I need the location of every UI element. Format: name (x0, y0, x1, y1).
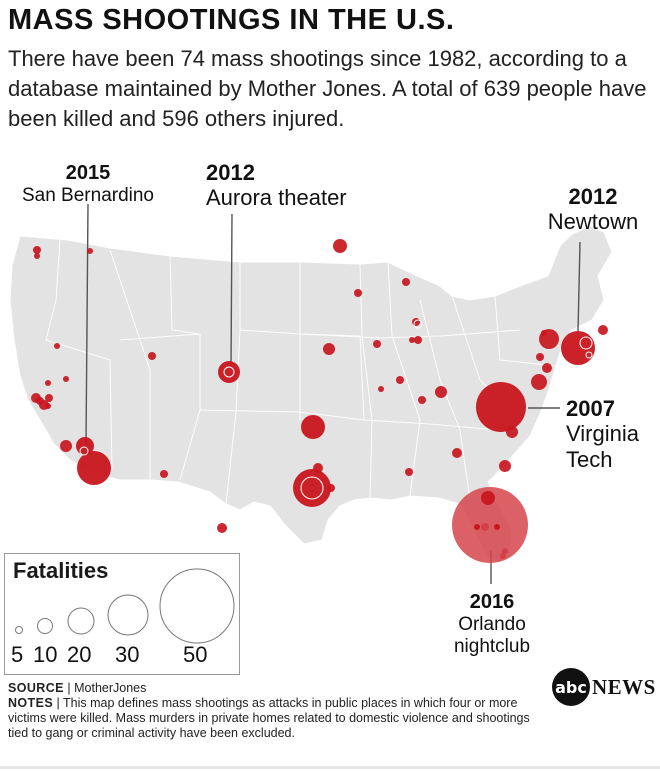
mass-shooting-marker-kansas (301, 415, 325, 439)
san-bernardino-marker (76, 437, 94, 455)
shooting-marker (402, 278, 410, 286)
shooting-marker (598, 325, 608, 335)
shooting-marker (148, 352, 156, 360)
shooting-markers (31, 239, 608, 559)
marker-ring (223, 366, 235, 378)
shooting-marker (396, 376, 404, 384)
callout-name: Aurora theater (206, 185, 347, 211)
shooting-marker (494, 524, 500, 530)
marker-ring (79, 446, 89, 456)
callout-virginia-tech: 2007 Virginia Tech (566, 396, 639, 472)
shooting-marker (160, 470, 168, 478)
aurora-marker (218, 361, 240, 383)
callout-name-line1: Virginia (566, 421, 639, 447)
shooting-marker (87, 248, 93, 254)
callout-san-bernardino: 2015 San Bernardino (14, 162, 162, 207)
callout-year: 2016 (469, 591, 515, 613)
shooting-marker (45, 394, 53, 402)
callout-lines (85, 203, 581, 584)
abc-news-logo: abc NEWS (552, 668, 656, 706)
legend-label-5: 5 (11, 642, 24, 667)
bottom-rule (0, 766, 660, 769)
state-borders (45, 239, 557, 505)
shooting-marker (412, 318, 420, 326)
marker-ring (413, 319, 423, 329)
legend-label-10: 10 (33, 642, 58, 667)
legend-label-50: 50 (183, 642, 208, 667)
shooting-marker (45, 380, 51, 386)
legend-circle-10 (37, 618, 53, 634)
legend-circle-5 (15, 626, 23, 634)
legend-circle-50 (159, 568, 235, 644)
page-title: MASS SHOOTINGS IN THE U.S. (8, 4, 455, 36)
callout-name: Newtown (547, 209, 639, 235)
shooting-marker (435, 386, 447, 398)
virginia-tech-marker (476, 382, 526, 432)
callout-year: 2015 (65, 162, 111, 184)
shooting-marker (34, 253, 40, 259)
mass-shooting-marker-texas (293, 469, 331, 507)
callout-name-line2: nightclub (453, 636, 531, 657)
legend-title: Fatalities (13, 558, 109, 583)
callout-name-line2: Tech (566, 446, 613, 472)
shooting-marker (405, 468, 413, 476)
highlighted-markers (76, 319, 595, 563)
shooting-marker (60, 440, 72, 452)
california-marker (77, 451, 111, 485)
source-text: MotherJones (74, 681, 147, 695)
shooting-marker (333, 239, 347, 253)
shooting-marker (474, 524, 480, 530)
notes-label: NOTES (8, 696, 54, 710)
shooting-marker (536, 353, 544, 361)
legend-label-20: 20 (67, 642, 92, 667)
shooting-marker (499, 460, 511, 472)
callout-year: 2012 (206, 160, 255, 185)
legend-label-30: 30 (115, 642, 140, 667)
shooting-marker (36, 397, 44, 405)
source-line: SOURCE | MotherJones (8, 681, 147, 695)
orlando-marker (452, 487, 528, 563)
notes-line: NOTES | This map defines mass shootings … (8, 696, 530, 740)
callout-year: 2012 (568, 184, 618, 209)
callout-orlando: 2016 Orlando nightclub (440, 591, 544, 658)
callout-name: San Bernardino (21, 185, 155, 206)
shooting-marker (452, 448, 462, 458)
shooting-marker (539, 329, 559, 349)
callout-name-line1: Orlando (458, 614, 526, 635)
footer-notes: SOURCE | MotherJones NOTES | This map de… (8, 681, 548, 741)
callout-newtown: 2012 Newtown (540, 184, 646, 235)
shooting-marker (418, 396, 426, 404)
shooting-marker (373, 340, 381, 348)
shooting-marker (45, 403, 51, 409)
legend-circle-20 (67, 607, 95, 635)
shooting-marker (54, 343, 60, 349)
shooting-marker (542, 363, 552, 373)
shooting-marker (409, 337, 415, 343)
shooting-marker (217, 523, 227, 533)
news-wordmark: NEWS (592, 674, 656, 699)
shooting-marker (33, 246, 41, 254)
legend-circles (15, 568, 235, 644)
callout-year: 2007 (566, 396, 615, 421)
page-subtitle: There have been 74 mass shootings since … (8, 46, 647, 131)
legend-circle-30 (107, 594, 149, 636)
marker-ring (585, 351, 593, 359)
abc-logo-circle: abc (552, 668, 590, 706)
shooting-marker (323, 343, 335, 355)
shooting-marker (378, 386, 384, 392)
shooting-marker (63, 376, 69, 382)
orlando-area-marker (481, 491, 495, 505)
source-label: SOURCE (8, 681, 64, 695)
marker-ring (300, 476, 324, 500)
callout-aurora: 2012 Aurora theater (206, 160, 347, 211)
shooting-marker (354, 289, 362, 297)
shooting-marker (414, 336, 422, 344)
legend: Fatalities 5 10 20 30 50 (4, 553, 240, 675)
marker-ring (579, 336, 593, 350)
shooting-marker (531, 374, 547, 390)
notes-text: This map defines mass shootings as attac… (8, 696, 530, 740)
